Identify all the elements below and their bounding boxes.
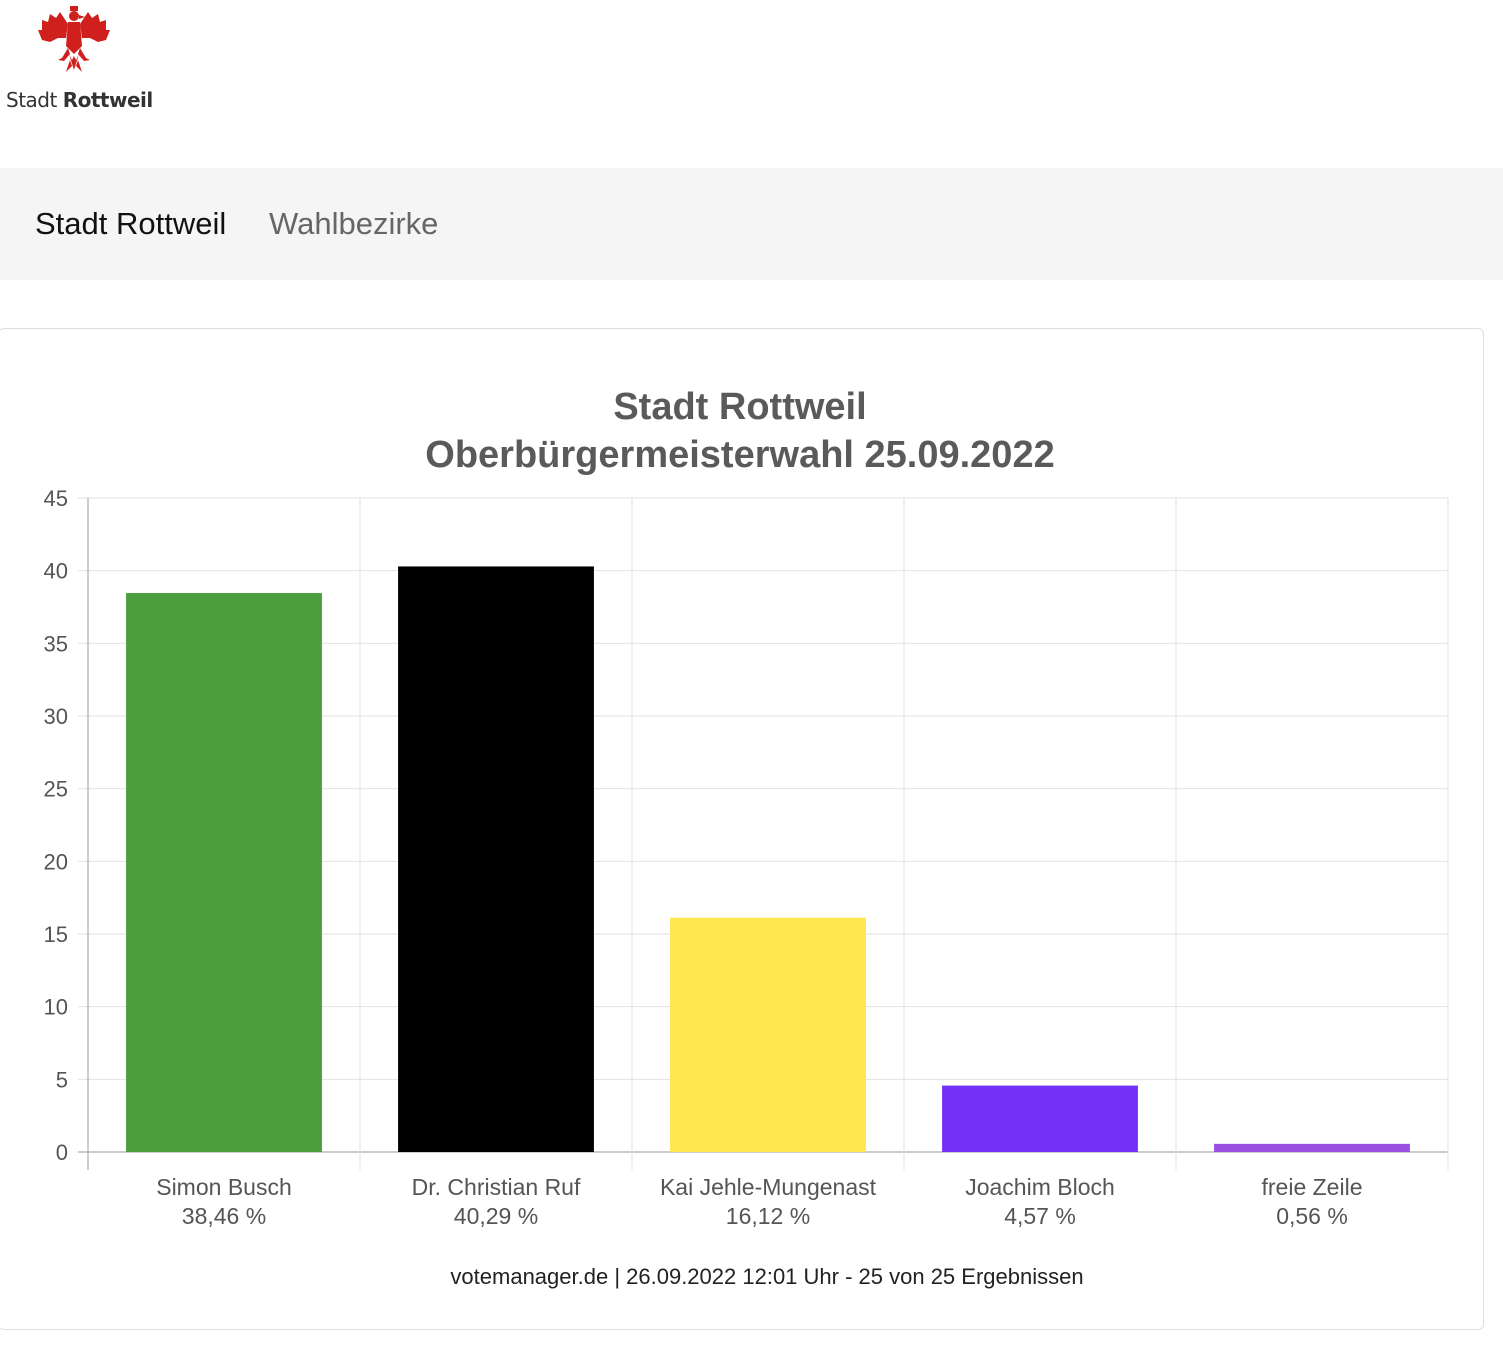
navbar: Stadt Rottweil Wahlbezirke	[0, 168, 1503, 280]
x-tick-label-2: Dr. Christian Ruf	[412, 1174, 581, 1200]
value-label-3: 16,12 %	[726, 1203, 810, 1229]
nav-item-stadt-rottweil[interactable]: Stadt Rottweil	[35, 206, 227, 241]
bar-5	[1214, 1143, 1410, 1152]
y-tick-label-35: 35	[44, 631, 68, 656]
nav-item-wahlbezirke[interactable]: Wahlbezirke	[269, 206, 439, 241]
logo-text-regular: Stadt	[6, 88, 57, 112]
y-tick-label-40: 40	[44, 559, 68, 584]
logo-text: Stadt Rottweil	[6, 88, 153, 112]
y-tick-label-45: 45	[44, 486, 68, 511]
x-tick-label-4: Joachim Bloch	[965, 1174, 1115, 1200]
eagle-icon	[38, 6, 110, 72]
bar-3	[670, 917, 866, 1152]
logo-text-bold: Rottweil	[62, 88, 154, 112]
y-tick-label-20: 20	[44, 849, 68, 874]
x-tick-label-1: Simon Busch	[156, 1174, 292, 1200]
x-tick-label-5: freie Zeile	[1262, 1174, 1363, 1200]
y-tick-label-10: 10	[44, 995, 68, 1020]
value-label-4: 4,57 %	[1004, 1203, 1076, 1229]
y-tick-label-5: 5	[56, 1067, 68, 1092]
y-tick-label-25: 25	[44, 777, 68, 802]
bar-chart: Stadt Rottweil Oberbürgermeisterwahl 25.0…	[44, 386, 1449, 1289]
chart-card: Stadt Rottweil Oberbürgermeisterwahl 25.0…	[0, 328, 1484, 1330]
bar-4	[942, 1085, 1138, 1152]
bar-1	[126, 593, 322, 1152]
value-label-2: 40,29 %	[454, 1203, 538, 1229]
chart-footer: votemanager.de | 26.09.2022 12:01 Uhr - …	[450, 1264, 1083, 1289]
bar-2	[398, 566, 594, 1152]
chart-title-line-2: Oberbürgermeisterwahl 25.09.2022	[425, 434, 1054, 476]
y-tick-label-0: 0	[56, 1140, 68, 1165]
y-tick-label-30: 30	[44, 704, 68, 729]
value-label-5: 0,56 %	[1276, 1203, 1348, 1229]
chart-title-line-1: Stadt Rottweil	[613, 386, 866, 428]
city-logo: Stadt Rottweil	[0, 0, 160, 130]
y-tick-label-15: 15	[44, 922, 68, 947]
x-tick-label-3: Kai Jehle-Mungenast	[660, 1174, 877, 1200]
value-label-1: 38,46 %	[182, 1203, 266, 1229]
